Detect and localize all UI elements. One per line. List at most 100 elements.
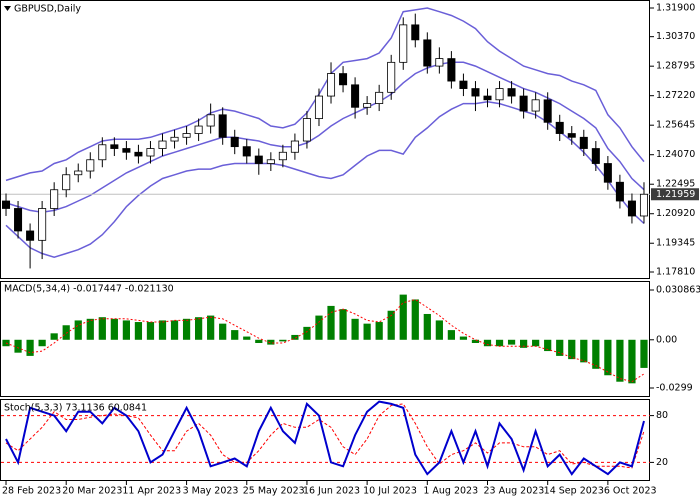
macd-bar [339,309,347,340]
candle-body [411,24,420,41]
candle-body [134,151,143,157]
candle-body [2,200,11,209]
y-tick-label: 1.30370 [656,31,695,42]
candle-body [483,95,492,101]
macd-bar [14,339,22,353]
candle-body [519,95,528,112]
candle-body [50,189,59,209]
candle-body [339,73,348,86]
x-tick-label: 6 Oct 2023 [604,486,657,497]
macd-bar [520,339,528,348]
candle-body [98,144,107,161]
macd-bar [74,320,82,340]
macd-bar [231,330,239,340]
macd-bar [170,320,179,340]
macd-bar [38,339,46,347]
candle-body [555,121,564,134]
macd-bar [483,339,492,347]
macd-bar [110,318,118,340]
y-tick-label: 1.19345 [656,238,695,249]
macd-bar [98,317,106,340]
y-tick-label: -0.0299 [656,383,693,394]
macd-bar [592,339,600,369]
candle-body [375,91,384,104]
candle-body [62,174,71,191]
candle-body [170,136,179,142]
candle-body [218,114,227,138]
candle-body [230,136,239,148]
macd-bar [255,339,263,344]
price-panel [0,0,650,279]
macd-bar [495,339,504,347]
last-price-box [651,188,699,201]
candle-body [206,114,215,127]
candle-body [86,159,95,172]
macd-bar [182,318,191,340]
candle-body [423,39,432,67]
macd-bar [507,339,516,345]
macd-bar [315,315,323,340]
macd-signal [5,298,645,383]
macd-bar [158,320,167,340]
macd-bar [26,339,34,356]
macd-bar [387,310,395,340]
candle-body [471,88,480,97]
candle-body [14,208,23,232]
y-tick-label: 20 [656,457,668,468]
candle-body [591,148,600,164]
chart-title: GBPUSD,Daily [14,4,81,15]
macd-bar [447,330,455,340]
macd-bar [146,322,155,340]
macd-bar [86,318,94,340]
candle-body [579,136,588,149]
y-tick-label: 1.25645 [656,120,695,131]
candle-body [387,61,396,93]
bollinger-middle [5,61,645,213]
macd-bar [568,339,576,360]
candle-body [507,88,516,97]
macd-bar [243,336,251,340]
candle-body [182,133,191,138]
macd-bar [62,325,70,340]
macd-bar [195,317,203,340]
x-tick-label: 20 Mar 2023 [62,486,122,497]
candle-body [290,140,299,153]
macd-bar [556,339,564,356]
macd-bar [423,313,431,340]
macd-bar [279,339,287,342]
candle-body [278,151,287,161]
candle-body [435,58,444,67]
macd-bar [291,334,299,340]
x-tick-label: 14 Sep 2023 [544,486,604,497]
candle-body [495,88,504,101]
candle-body [567,133,576,138]
y-tick-label: 1.22495 [656,179,695,190]
macd-bar [580,339,588,363]
macd-bar [207,315,215,340]
macd-panel [0,281,650,397]
candle-body [399,24,408,63]
y-tick-label: 1.31900 [656,3,695,14]
candle-body [447,58,456,82]
candle-body [302,118,311,142]
candle-body [327,73,336,97]
last-price-label: 1.21959 [656,189,695,200]
candle-body [351,84,360,108]
macd-bar [544,339,552,352]
macd-bar [303,326,311,340]
candle-body [158,140,167,149]
candle-body [459,80,468,89]
candle-body [603,163,612,183]
y-tick-label: 1.17810 [656,267,695,278]
y-tick-label: 0.00 [656,334,677,345]
candle-body [627,200,636,217]
y-tick-label: 80 [656,410,668,421]
candle-body [363,103,372,108]
y-tick-label: 1.27220 [656,90,695,101]
macd-bar [459,336,468,340]
candle-body [194,125,203,134]
candle-body [26,230,35,241]
candle-body [38,208,47,241]
x-tick-label: 25 May 2023 [243,486,305,497]
